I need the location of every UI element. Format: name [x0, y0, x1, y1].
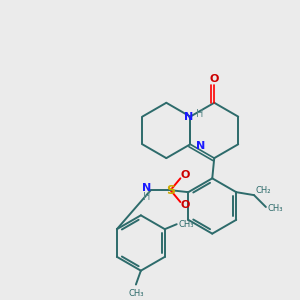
Text: CH₂: CH₂	[256, 186, 272, 195]
Text: S: S	[166, 184, 175, 197]
Text: CH₃: CH₃	[128, 290, 144, 298]
Text: N: N	[184, 112, 193, 122]
Text: O: O	[181, 200, 190, 210]
Text: H: H	[196, 109, 204, 119]
Text: CH₃: CH₃	[268, 205, 283, 214]
Text: CH₃: CH₃	[179, 220, 194, 229]
Text: N: N	[196, 141, 205, 151]
Text: N: N	[142, 183, 152, 193]
Text: O: O	[181, 170, 190, 180]
Text: O: O	[210, 74, 219, 84]
Text: H: H	[143, 192, 151, 202]
